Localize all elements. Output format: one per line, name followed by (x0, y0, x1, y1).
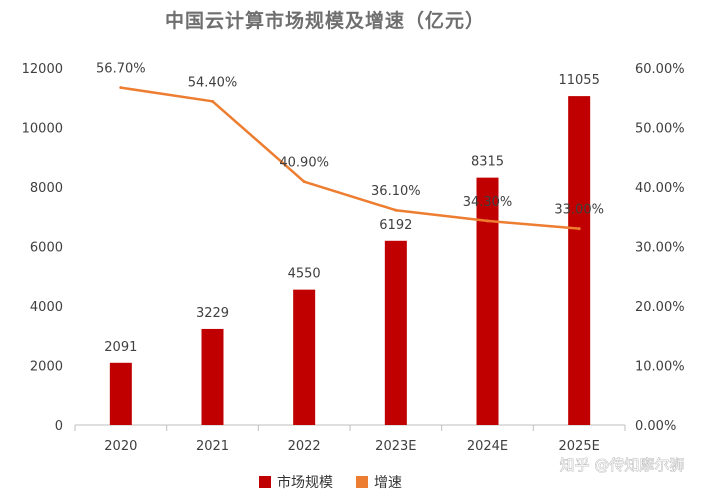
y-right-tick-label: 20.00% (635, 300, 685, 315)
data-labels: 2091 3229 4550 6192 8315 11055 56.70% 54.40% 40.… (96, 62, 604, 355)
x-tick-label: 2025E (559, 439, 600, 454)
growth-value-label: 56.70% (96, 62, 146, 77)
y-left-tick-label: 12000 (22, 62, 63, 77)
y-right-tick-label: 40.00% (635, 181, 685, 196)
growth-value-label: 54.40% (188, 75, 238, 90)
bar-value-label: 3229 (196, 306, 229, 321)
growth-point (119, 86, 123, 90)
bar-value-label: 4550 (288, 267, 321, 282)
growth-value-label: 40.90% (279, 156, 329, 171)
x-tick-label: 2024E (467, 439, 508, 454)
bar-value-label: 11055 (558, 73, 599, 88)
y-left-tick-label: 0 (55, 419, 63, 434)
legend-label-line: 增速 (374, 475, 402, 491)
x-tick-label: 2023E (375, 439, 416, 454)
legend-swatch-bar (259, 476, 271, 488)
bar-value-label: 6192 (379, 218, 412, 233)
growth-point (394, 208, 398, 212)
bar (568, 96, 591, 426)
y-right-tick-label: 50.00% (635, 122, 685, 137)
bar (293, 289, 316, 425)
growth-value-label: 36.10% (371, 184, 421, 199)
growth-value-label: 33.00% (554, 203, 604, 218)
chart-title: 中国云计算市场规模及增速（亿元） (165, 9, 485, 32)
watermark-text: 知乎 @传知摩尔狮 (560, 456, 685, 474)
growth-point (577, 227, 581, 231)
growth-value-label: 34.30% (463, 195, 513, 210)
y-right-tick-label: 60.00% (635, 62, 685, 77)
bar-value-label: 8315 (471, 155, 504, 170)
legend-swatch-line (356, 476, 368, 488)
y-left-tick-label: 6000 (30, 241, 63, 256)
y-right-tick-label: 10.00% (635, 360, 685, 375)
growth-point (302, 180, 306, 184)
bar (384, 240, 407, 425)
growth-point (211, 99, 214, 103)
x-tick-label: 2020 (104, 439, 137, 454)
x-tick-label: 2022 (288, 439, 321, 454)
legend: 市场规模 增速 (259, 474, 402, 491)
y-left-tick-label: 4000 (30, 300, 63, 315)
bar (201, 328, 224, 425)
y-left-tick-label: 10000 (22, 122, 63, 137)
bar-series (109, 96, 591, 426)
y-left-tick-label: 2000 (30, 360, 63, 375)
y-right-tick-label: 30.00% (635, 241, 685, 256)
line-series (119, 86, 581, 231)
bar (109, 362, 132, 425)
axes: 2020 2021 2022 2023E 2024E 2025E 0 2000 4000 6000… (22, 62, 685, 454)
bar (476, 177, 499, 425)
growth-line (120, 86, 580, 230)
y-left-tick-label: 8000 (30, 181, 63, 196)
legend-label-bar: 市场规模 (277, 474, 333, 491)
x-tick-label: 2021 (196, 439, 229, 454)
growth-point (486, 219, 489, 223)
y-right-tick-label: 0.00% (635, 419, 676, 434)
bar-value-label: 2091 (104, 340, 137, 355)
